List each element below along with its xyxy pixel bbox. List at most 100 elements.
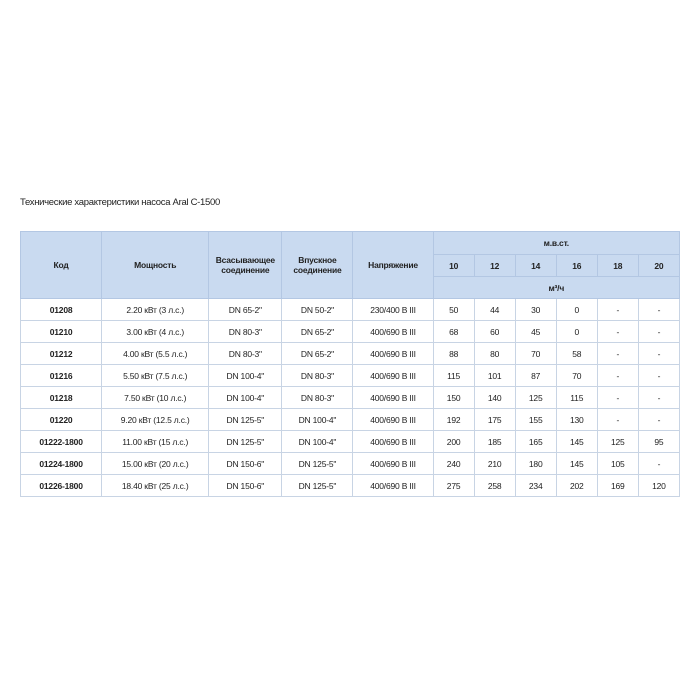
cell-voltage: 400/690 В III: [352, 364, 434, 387]
cell-flow: -: [596, 364, 639, 387]
table-row: 01208 2.20 кВт (3 л.с.) DN 65-2" DN 50-2" 23…: [19, 298, 681, 321]
cell-inlet: DN 65-2": [281, 320, 354, 343]
cell-code: 01218: [19, 386, 103, 409]
cell-power: 4.00 кВт (5.5 л.с.): [101, 342, 210, 365]
header-head-18: 18: [596, 254, 639, 277]
cell-flow: 105: [596, 452, 639, 475]
cell-flow: 169: [596, 474, 639, 497]
cell-flow: 125: [514, 386, 557, 409]
cell-flow: 145: [555, 430, 598, 453]
cell-inlet: DN 50-2": [281, 298, 354, 321]
cell-flow: 175: [473, 408, 516, 431]
cell-flow: 87: [514, 364, 557, 387]
cell-flow: 95: [637, 430, 681, 453]
cell-power: 11.00 кВт (15 л.с.): [101, 430, 210, 453]
cell-power: 18.40 кВт (25 л.с.): [101, 474, 210, 497]
header-inlet: Впускное соединение: [281, 231, 354, 299]
cell-flow: 234: [514, 474, 557, 497]
cell-code: 01222-1800: [19, 430, 103, 453]
cell-flow: 0: [555, 320, 598, 343]
cell-flow: 200: [432, 430, 475, 453]
cell-voltage: 400/690 В III: [352, 386, 434, 409]
cell-flow: 210: [473, 452, 516, 475]
cell-flow: -: [637, 298, 681, 321]
cell-power: 2.20 кВт (3 л.с.): [101, 298, 210, 321]
cell-suction: DN 150-6": [208, 452, 283, 475]
cell-inlet: DN 65-2": [281, 342, 354, 365]
cell-voltage: 400/690 В III: [352, 342, 434, 365]
cell-suction: DN 125-5": [208, 408, 283, 431]
cell-code: 01216: [19, 364, 103, 387]
cell-flow: 80: [473, 342, 516, 365]
cell-flow: 180: [514, 452, 557, 475]
cell-inlet: DN 125-5": [281, 452, 354, 475]
cell-flow: -: [596, 408, 639, 431]
table-row: 01210 3.00 кВт (4 л.с.) DN 80-3" DN 65-2" 40…: [19, 320, 681, 343]
cell-flow: -: [596, 320, 639, 343]
cell-suction: DN 100-4": [208, 364, 283, 387]
cell-inlet: DN 100-4": [281, 430, 354, 453]
cell-flow: 70: [514, 342, 557, 365]
cell-voltage: 400/690 В III: [352, 320, 434, 343]
cell-code: 01220: [19, 408, 103, 431]
cell-flow: 185: [473, 430, 516, 453]
cell-code: 01212: [19, 342, 103, 365]
cell-flow: -: [637, 320, 681, 343]
cell-flow: 202: [555, 474, 598, 497]
table-row: 01218 7.50 кВт (10 л.с.) DN 100-4" DN 80-3"…: [19, 386, 681, 409]
cell-flow: -: [637, 408, 681, 431]
table-row: 01226-1800 18.40 кВт (25 л.с.) DN 150-6" DN…: [19, 474, 681, 497]
cell-flow: 192: [432, 408, 475, 431]
cell-flow: 145: [555, 452, 598, 475]
cell-power: 5.50 кВт (7.5 л.с.): [101, 364, 210, 387]
header-flow-unit: м³/ч: [432, 276, 681, 299]
cell-voltage: 400/690 В III: [352, 452, 434, 475]
table-row: 01222-1800 11.00 кВт (15 л.с.) DN 125-5" DN…: [19, 430, 681, 453]
cell-flow: 165: [514, 430, 557, 453]
header-code: Код: [19, 231, 103, 299]
cell-code: 01226-1800: [19, 474, 103, 497]
header-head-16: 16: [555, 254, 598, 277]
cell-power: 15.00 кВт (20 л.с.): [101, 452, 210, 475]
cell-flow: 50: [432, 298, 475, 321]
cell-flow: 0: [555, 298, 598, 321]
specs-table: Код Мощность Всасывающее соединение Впус…: [19, 231, 681, 497]
header-voltage: Напряжение: [352, 231, 434, 299]
cell-flow: 88: [432, 342, 475, 365]
table-row: 01224-1800 15.00 кВт (20 л.с.) DN 150-6" DN…: [19, 452, 681, 475]
cell-flow: 45: [514, 320, 557, 343]
cell-flow: -: [596, 298, 639, 321]
cell-flow: 275: [432, 474, 475, 497]
cell-inlet: DN 80-3": [281, 386, 354, 409]
cell-voltage: 400/690 В III: [352, 408, 434, 431]
cell-flow: 70: [555, 364, 598, 387]
cell-flow: 115: [555, 386, 598, 409]
header-head-group: м.в.ст.: [432, 231, 681, 255]
cell-code: 01210: [19, 320, 103, 343]
cell-flow: 101: [473, 364, 516, 387]
cell-suction: DN 100-4": [208, 386, 283, 409]
header-suction: Всасывающее соединение: [208, 231, 283, 299]
cell-flow: -: [637, 342, 681, 365]
cell-flow: 240: [432, 452, 475, 475]
header-head-14: 14: [514, 254, 557, 277]
cell-flow: 155: [514, 408, 557, 431]
cell-flow: 125: [596, 430, 639, 453]
table-caption: Технические характеристики насоса Aral C…: [20, 197, 220, 208]
table-row: 01220 9.20 кВт (12.5 л.с.) DN 125-5" DN 100…: [19, 408, 681, 431]
cell-flow: 258: [473, 474, 516, 497]
cell-flow: 68: [432, 320, 475, 343]
cell-flow: 140: [473, 386, 516, 409]
cell-suction: DN 65-2": [208, 298, 283, 321]
cell-inlet: DN 100-4": [281, 408, 354, 431]
cell-flow: 120: [637, 474, 681, 497]
cell-code: 01224-1800: [19, 452, 103, 475]
cell-flow: 44: [473, 298, 516, 321]
header-head-12: 12: [473, 254, 516, 277]
header-head-20: 20: [637, 254, 681, 277]
cell-flow: 30: [514, 298, 557, 321]
cell-inlet: DN 80-3": [281, 364, 354, 387]
cell-flow: 60: [473, 320, 516, 343]
cell-power: 7.50 кВт (10 л.с.): [101, 386, 210, 409]
cell-voltage: 230/400 В III: [352, 298, 434, 321]
